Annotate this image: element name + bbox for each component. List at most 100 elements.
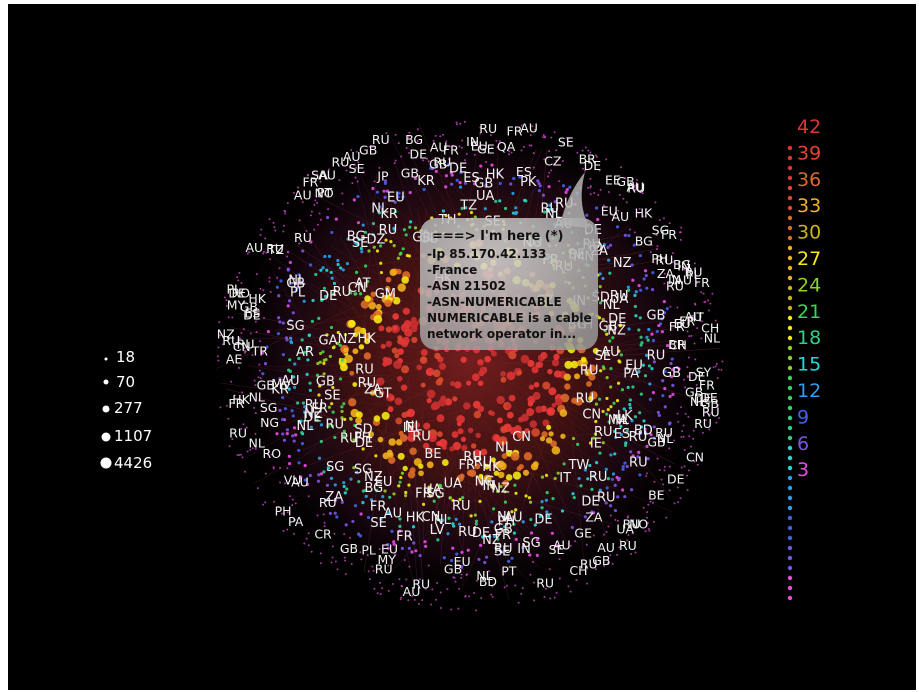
node-dot [238, 337, 241, 340]
country-label: NZ [613, 256, 632, 271]
node-dot [559, 409, 568, 417]
node-dot [553, 370, 562, 378]
node-dot [478, 499, 482, 503]
country-label: FR [669, 319, 685, 334]
country-label: SG [286, 319, 304, 334]
node-dot [527, 401, 534, 407]
country-label: AU [294, 188, 312, 203]
country-label: SG [426, 486, 444, 501]
node-dot [398, 529, 402, 533]
node-dot [484, 183, 488, 187]
node-dot [683, 321, 686, 324]
node-dot [398, 480, 402, 484]
node-dot [380, 343, 386, 349]
node-dot [400, 546, 404, 550]
node-dot [404, 233, 408, 237]
node-dot [453, 576, 456, 579]
node-dot [526, 407, 535, 417]
node-dot [378, 548, 381, 551]
node-dot [329, 476, 334, 480]
node-dot [707, 299, 710, 302]
country-label: PH [275, 504, 292, 519]
node-dot [421, 599, 424, 602]
node-dot [463, 120, 466, 123]
node-dot [322, 361, 326, 366]
node-dot [602, 533, 605, 536]
node-dot [396, 195, 400, 199]
country-label: CN [686, 449, 704, 464]
node-dot [256, 487, 259, 490]
node-dot [350, 563, 353, 566]
node-dot [364, 295, 371, 302]
node-dot [379, 517, 383, 521]
country-label: NZ [482, 533, 501, 548]
node-dot [241, 391, 244, 394]
node-dot [594, 419, 598, 424]
node-dot [639, 288, 643, 292]
node-dot [595, 155, 598, 158]
node-dot [298, 242, 301, 245]
country-label: CN [422, 510, 441, 525]
node-dot [219, 334, 222, 337]
country-label: GB [340, 541, 358, 556]
node-dot [315, 373, 320, 377]
node-dot [692, 437, 695, 440]
node-dot [254, 447, 257, 450]
node-dot [458, 522, 462, 526]
node-dot [320, 298, 324, 302]
node-dot [319, 552, 322, 555]
node-dot [389, 240, 393, 244]
node-dot [483, 560, 487, 565]
node-dot [407, 425, 414, 431]
node-dot [436, 414, 445, 423]
country-label: QA [497, 139, 516, 154]
node-dot [585, 213, 589, 217]
node-dot [356, 221, 361, 225]
node-dot [436, 495, 441, 499]
node-dot [438, 518, 442, 522]
node-dot [624, 177, 627, 180]
node-dot [612, 401, 616, 405]
tooltip-line-desc-1: NUMERICABLE is a cable [427, 311, 592, 325]
node-dot [336, 568, 339, 571]
country-label: MY [377, 552, 396, 567]
country-label: BR [579, 151, 597, 166]
node-dot [588, 373, 596, 381]
country-label: RU [597, 491, 616, 506]
node-dot [683, 268, 686, 271]
node-dot [505, 403, 512, 410]
node-dot [402, 228, 407, 232]
node-dot [321, 266, 325, 270]
node-dot [665, 306, 669, 311]
node-dot [245, 426, 248, 429]
country-label: SE [494, 544, 510, 559]
node-dot [387, 406, 394, 413]
color-scale-dot [787, 555, 793, 561]
node-dot [399, 251, 403, 255]
color-scale-label-9: 9 [797, 406, 809, 428]
country-label: UA [616, 522, 634, 537]
country-label: AU [611, 209, 629, 224]
node-dot [626, 516, 629, 519]
node-dot [334, 560, 337, 563]
node-dot [542, 136, 545, 139]
node-dot [466, 573, 469, 576]
node-dot [587, 186, 590, 189]
country-label: PH [498, 515, 516, 530]
node-dot [490, 457, 496, 463]
node-dot [670, 368, 675, 372]
node-dot [354, 176, 357, 179]
node-dot [531, 125, 534, 128]
node-dot [342, 429, 346, 433]
node-dot [614, 518, 617, 521]
node-dot [292, 375, 296, 379]
country-label: FR [694, 275, 710, 290]
node-dot [691, 372, 694, 375]
country-label: AU [318, 168, 336, 183]
node-dot [607, 191, 610, 194]
node-dot [569, 544, 572, 547]
node-dot [471, 373, 480, 382]
country-label: GA [319, 333, 338, 348]
node-dot [564, 190, 568, 194]
node-dot [349, 291, 353, 295]
